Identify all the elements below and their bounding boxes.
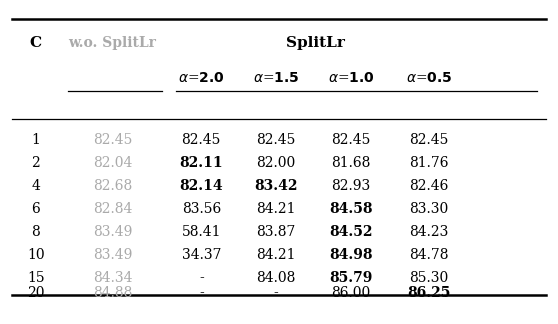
- Text: $\alpha$=$\mathbf{1.0}$: $\alpha$=$\mathbf{1.0}$: [328, 72, 374, 86]
- Text: 86.00: 86.00: [331, 286, 371, 300]
- Text: 2: 2: [31, 156, 40, 170]
- Text: 84.58: 84.58: [329, 202, 373, 216]
- Text: 84.21: 84.21: [257, 248, 296, 262]
- Text: 84.21: 84.21: [257, 202, 296, 216]
- Text: 84.34: 84.34: [93, 271, 132, 285]
- Text: 82.45: 82.45: [93, 133, 132, 146]
- Text: 84.98: 84.98: [329, 248, 373, 262]
- Text: 8: 8: [31, 225, 40, 239]
- Text: 82.14: 82.14: [180, 179, 223, 193]
- Text: 34.37: 34.37: [181, 248, 221, 262]
- Text: 84.23: 84.23: [409, 225, 449, 239]
- Text: 15: 15: [27, 271, 45, 285]
- Text: 82.45: 82.45: [409, 133, 449, 146]
- Text: 82.45: 82.45: [181, 133, 221, 146]
- Text: 84.88: 84.88: [93, 286, 132, 300]
- Text: 83.30: 83.30: [409, 202, 449, 216]
- Text: $\alpha$=$\mathbf{2.0}$: $\alpha$=$\mathbf{2.0}$: [178, 72, 225, 86]
- Text: $\alpha$=$\mathbf{1.5}$: $\alpha$=$\mathbf{1.5}$: [253, 72, 300, 86]
- Text: 82.45: 82.45: [257, 133, 296, 146]
- Text: 84.52: 84.52: [329, 225, 373, 239]
- Text: 1: 1: [31, 133, 40, 146]
- Text: 81.68: 81.68: [331, 156, 371, 170]
- Text: 85.30: 85.30: [409, 271, 449, 285]
- Text: 82.04: 82.04: [93, 156, 132, 170]
- Text: 58.41: 58.41: [181, 225, 221, 239]
- Text: 10: 10: [27, 248, 45, 262]
- Text: 82.68: 82.68: [93, 179, 132, 193]
- Text: 84.08: 84.08: [257, 271, 296, 285]
- Text: -: -: [199, 286, 204, 300]
- Text: 82.46: 82.46: [409, 179, 449, 193]
- Text: 83.56: 83.56: [182, 202, 221, 216]
- Text: 81.76: 81.76: [409, 156, 449, 170]
- Text: 86.25: 86.25: [407, 286, 451, 300]
- Text: 83.42: 83.42: [254, 179, 298, 193]
- Text: 84.78: 84.78: [409, 248, 449, 262]
- Text: $\alpha$=$\mathbf{0.5}$: $\alpha$=$\mathbf{0.5}$: [406, 72, 452, 86]
- Text: 6: 6: [31, 202, 40, 216]
- Text: w.o. SplitLr: w.o. SplitLr: [69, 36, 156, 50]
- Text: -: -: [199, 271, 204, 285]
- Text: 85.79: 85.79: [329, 271, 373, 285]
- Text: 83.87: 83.87: [257, 225, 296, 239]
- Text: 82.45: 82.45: [331, 133, 371, 146]
- Text: 82.84: 82.84: [93, 202, 132, 216]
- Text: 20: 20: [27, 286, 45, 300]
- Text: 82.00: 82.00: [257, 156, 296, 170]
- Text: 82.93: 82.93: [331, 179, 371, 193]
- Text: 4: 4: [31, 179, 40, 193]
- Text: C: C: [30, 36, 42, 50]
- Text: 83.49: 83.49: [93, 248, 132, 262]
- Text: -: -: [274, 286, 278, 300]
- Text: 83.49: 83.49: [93, 225, 132, 239]
- Text: SplitLr: SplitLr: [286, 36, 344, 50]
- Text: 82.11: 82.11: [180, 156, 223, 170]
